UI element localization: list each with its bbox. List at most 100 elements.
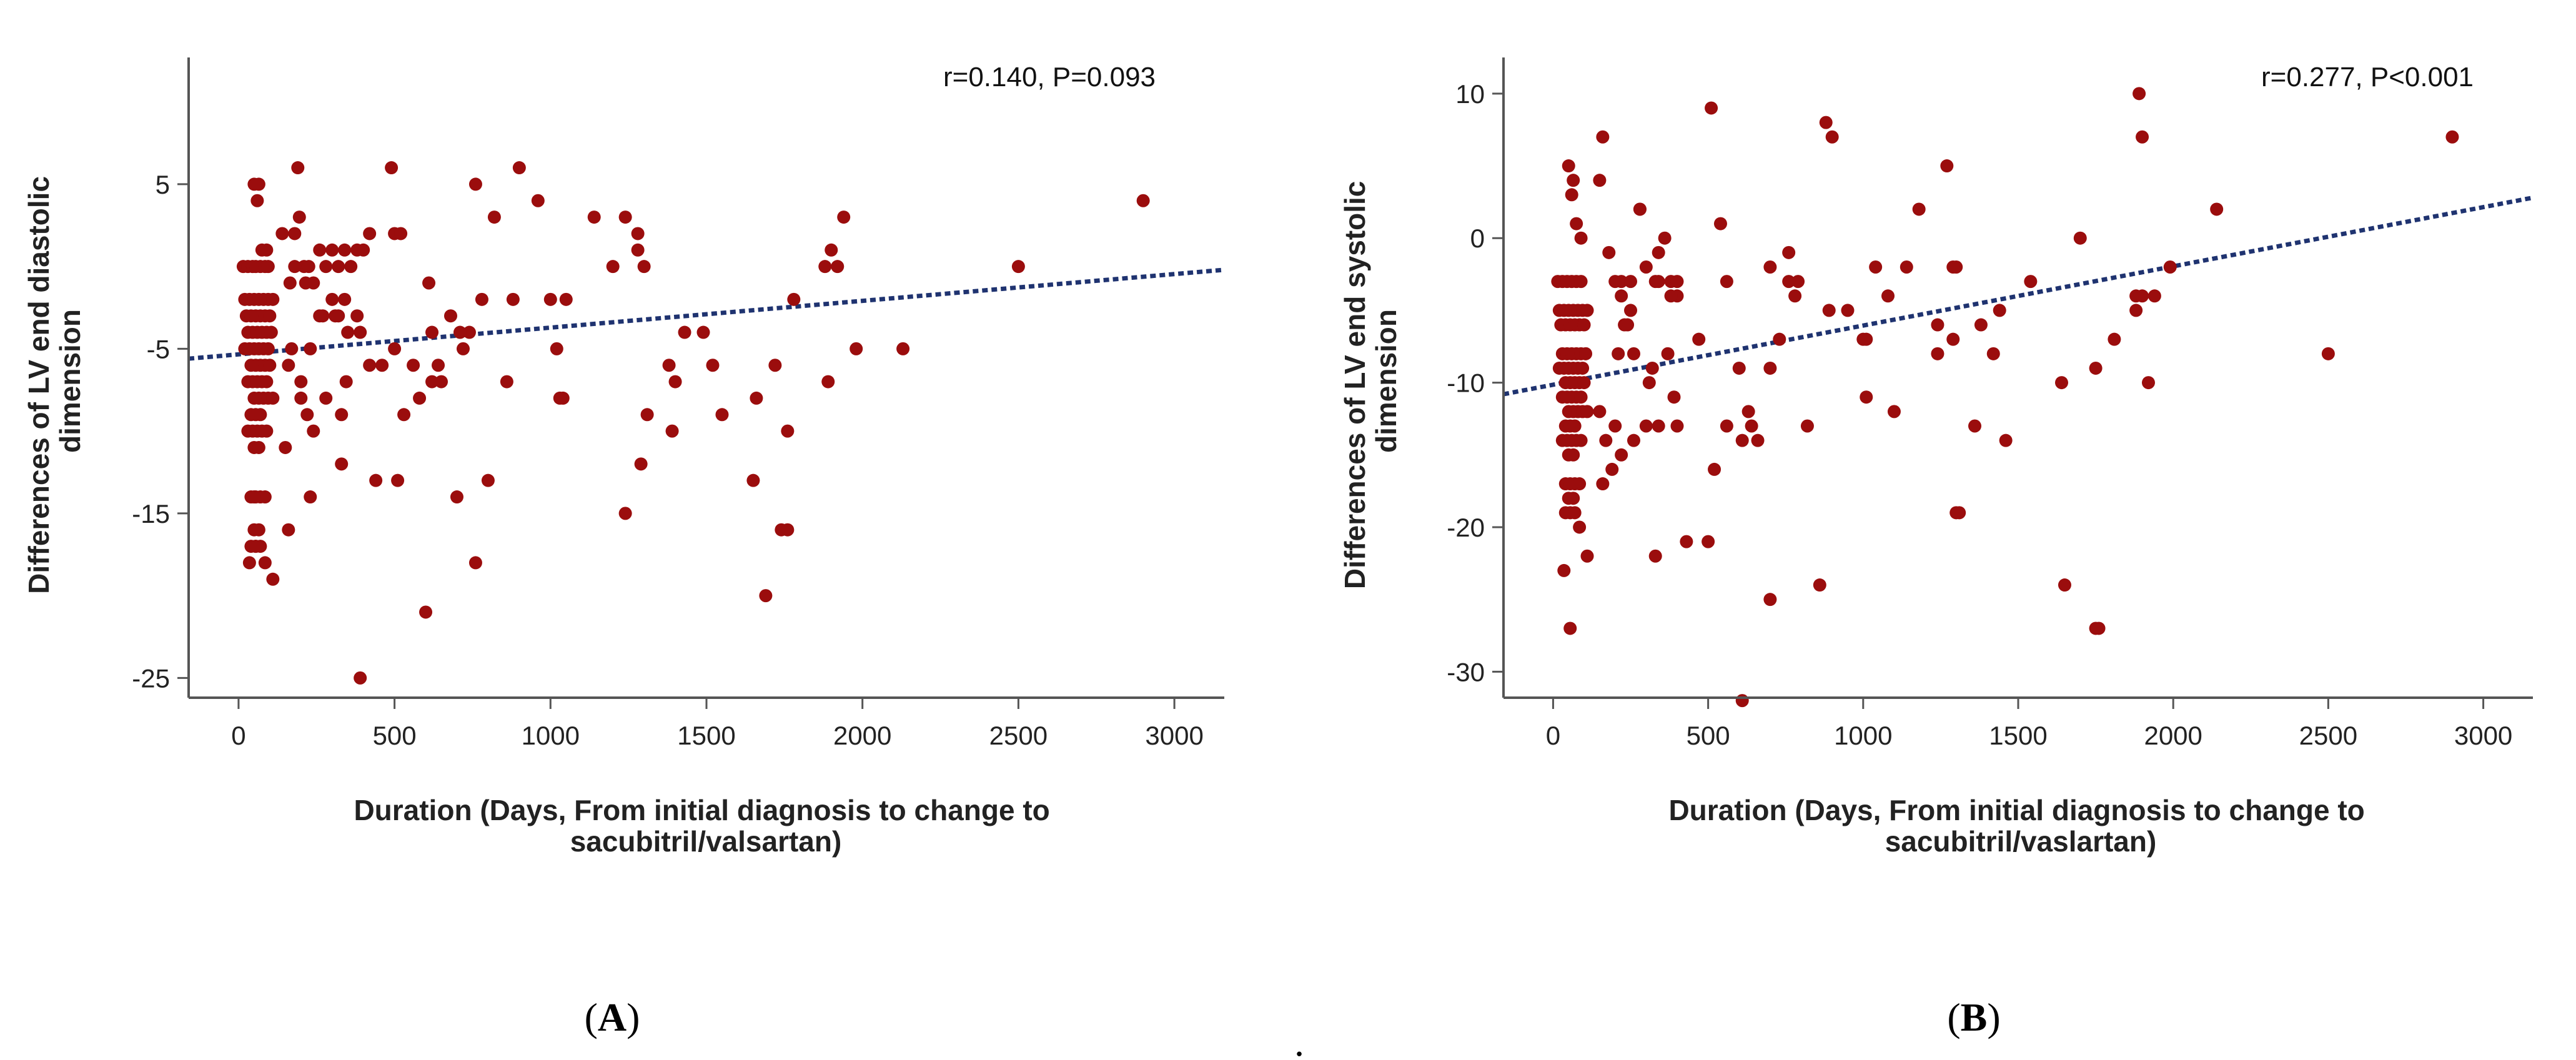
scatter-point <box>1763 361 1777 375</box>
scatter-point <box>1639 419 1653 433</box>
scatter-point <box>2089 361 2103 375</box>
scatter-point <box>618 507 632 520</box>
scatter-point <box>2141 376 2155 390</box>
scatter-point <box>2089 622 2103 635</box>
scatter-points <box>1551 87 2459 708</box>
scatter-point <box>1670 275 1684 289</box>
scatter-point <box>432 359 445 372</box>
y-tick-label: -15 <box>132 499 170 528</box>
scatter-point <box>1624 275 1638 289</box>
scatter-point <box>768 359 782 372</box>
scatter-point <box>1791 275 1805 289</box>
scatter-point <box>450 490 463 504</box>
scatter-point <box>1782 245 1796 259</box>
scatter-point <box>1615 289 1628 303</box>
scatter-point <box>1860 332 1873 346</box>
scatter-point <box>1745 419 1758 433</box>
scatter-point <box>443 309 457 323</box>
scatter-point <box>1974 318 1988 332</box>
x-tick-label: 2500 <box>2299 721 2357 750</box>
scatter-point <box>837 211 851 224</box>
scatter-point <box>1705 101 1718 115</box>
scatter-point <box>1860 390 1873 404</box>
scatter-point <box>640 408 654 422</box>
x-tick-label: 2500 <box>989 721 1048 750</box>
scatter-point <box>261 342 275 355</box>
scatter-point <box>553 391 567 405</box>
scatter-point <box>781 523 795 537</box>
scatter-point <box>250 194 264 207</box>
scatter-point <box>1596 130 1610 144</box>
scatter-point <box>1735 433 1749 447</box>
scatter-point <box>1887 405 1901 419</box>
scatter-point <box>335 457 349 471</box>
scatter-point <box>475 292 488 306</box>
scatter-point <box>249 540 262 553</box>
scatter-point <box>1136 194 1150 207</box>
regression-line <box>1503 195 2534 397</box>
scatter-point <box>2136 130 2149 144</box>
scatter-point <box>2163 260 2177 274</box>
scatter-point <box>1652 245 1665 259</box>
scatter-point <box>350 309 364 323</box>
scatter-point <box>1869 260 1883 274</box>
x-tick-label: 500 <box>373 721 417 750</box>
scatter-point <box>1968 419 1982 433</box>
y-axis-label-rotated: Differences of LV end diastolic dimensio… <box>22 168 86 594</box>
scatter-point <box>1713 217 1727 230</box>
scatter-point <box>263 359 277 372</box>
scatter-point <box>413 391 427 405</box>
x-axis-label: Duration (Days, From initial diagnosis t… <box>354 794 1058 858</box>
scatter-point <box>2073 231 2087 245</box>
scatter-point <box>1573 520 1587 534</box>
scatter-point <box>2445 130 2459 144</box>
scatter-point <box>606 260 620 274</box>
scatter-point <box>2136 289 2149 303</box>
scatter-point <box>1763 593 1777 607</box>
scatter-point <box>1574 433 1588 447</box>
scatter-point <box>1612 347 1625 360</box>
scatter-point <box>258 490 272 504</box>
scatter-point <box>1648 549 1662 563</box>
scatter-point <box>1593 405 1607 419</box>
scatter-point <box>407 359 420 372</box>
scatter-point <box>2108 332 2121 346</box>
fit-line-group <box>188 267 1225 361</box>
scatter-point <box>332 309 345 323</box>
scatter-point <box>1605 462 1619 476</box>
scatter-point <box>242 556 256 570</box>
scatter-point <box>435 375 448 389</box>
x-axis-label-line-1: Duration (Days, From initial diagnosis t… <box>354 794 1049 826</box>
scatter-point <box>357 243 370 257</box>
scatter-point <box>453 325 467 339</box>
scatter-point <box>254 408 267 422</box>
scatter-point <box>1633 202 1647 216</box>
scatter-point <box>2147 289 2161 303</box>
scatter-point <box>618 211 632 224</box>
scatter-point <box>1912 202 1926 216</box>
scatter-point <box>1953 506 1966 520</box>
scatter-point <box>332 260 345 274</box>
scatter-point <box>559 292 573 306</box>
scatter-point <box>338 243 352 257</box>
scatter-point <box>715 408 729 422</box>
scatter-point <box>634 457 648 471</box>
scatter-point <box>266 391 280 405</box>
scatter-point <box>1573 477 1587 491</box>
chart-panel-b: 0 500 1000 1500 2000 2500 3000 10 0 -10 -20 -30 r=0… <box>1339 57 2534 858</box>
scatter-point <box>1568 506 1582 520</box>
fit-line-group <box>1503 195 2534 397</box>
scatter-point <box>325 292 339 306</box>
scatter-point <box>354 671 367 685</box>
scatter-point <box>2210 202 2224 216</box>
y-tick-label: -20 <box>1447 513 1485 542</box>
scatter-point <box>304 490 317 504</box>
scatter-point <box>1568 419 1582 433</box>
scatter-point <box>550 342 563 355</box>
scatter-point <box>1741 405 1755 419</box>
x-tick-label: 0 <box>1546 721 1560 750</box>
scatter-points <box>236 161 1150 685</box>
scatter-point <box>1881 289 1895 303</box>
y-tick-label: -30 <box>1447 657 1485 686</box>
